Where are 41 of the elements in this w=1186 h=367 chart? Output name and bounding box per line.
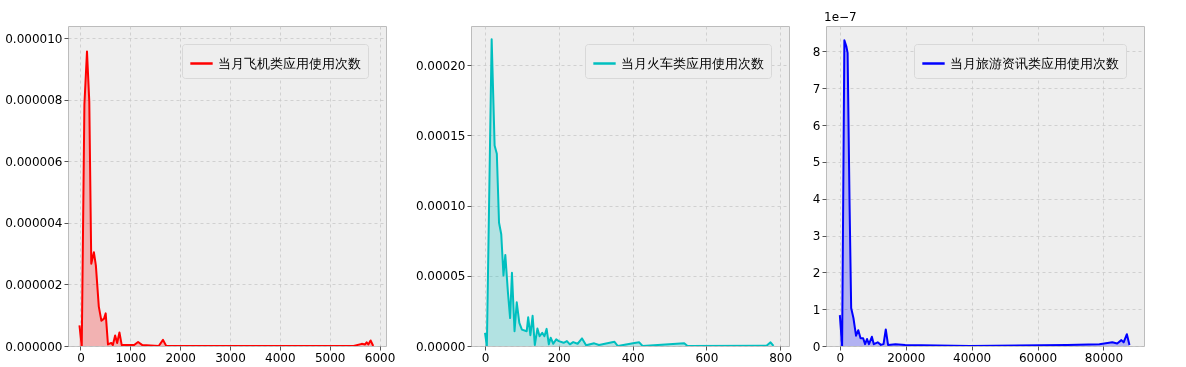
x-tick-label: 80000 [1084, 350, 1124, 365]
y-tick-label: 0.000008 [5, 93, 63, 108]
y-tick-label: 0.00015 [415, 128, 466, 143]
y-tick-label: 0.00020 [415, 58, 466, 73]
text: 1e−7 [824, 10, 857, 24]
x-tick-label: 60000 [1018, 350, 1058, 365]
y-tick-label: 1 [812, 302, 821, 317]
x-tick-label: 1000 [115, 350, 147, 365]
x-tick-label: 5000 [314, 350, 346, 365]
x-tick-label: 6000 [364, 350, 396, 365]
y-tick-label: 4 [812, 192, 821, 207]
x-tick-label: 4000 [265, 350, 296, 365]
y-tick-label: 5 [812, 155, 821, 170]
y-tick-label: 3 [812, 229, 821, 244]
y-tick-label: 0.000004 [5, 216, 63, 231]
x-tick-label: 600 [695, 350, 719, 365]
y-tick-label: 2 [812, 265, 821, 280]
x-tick-label: 0 [77, 350, 85, 365]
y-tick-label: 0.00000 [415, 339, 466, 354]
y-tick-label: 0.000006 [5, 154, 63, 169]
y-tick-label: 0.00010 [415, 199, 466, 214]
x-tick-label: 400 [621, 350, 645, 365]
legend-label: 当月火车类应用使用次数 [621, 55, 764, 71]
x-tick-label: 200 [547, 350, 571, 365]
y-tick-label: 6 [812, 118, 821, 133]
x-tick-label: 40000 [953, 350, 992, 365]
x-tick-label: 0 [481, 350, 490, 365]
y-tick-label: 8 [812, 44, 821, 59]
legend-label: 当月飞机类应用使用次数 [218, 55, 361, 71]
y-tick-label: 0.00005 [415, 269, 466, 284]
y-tick-label: 0.000002 [5, 277, 63, 292]
x-tick-label: 3000 [215, 350, 246, 365]
legend-label: 当月旅游资讯类应用使用次数 [950, 55, 1119, 71]
y-tick-label: 0.000000 [5, 339, 63, 354]
y-tick-label: 0.000010 [5, 31, 63, 46]
y-tick-label: 7 [812, 81, 821, 96]
x-tick-label: 2000 [165, 350, 196, 365]
x-tick-label: 800 [769, 350, 793, 365]
x-tick-label: 20000 [887, 350, 926, 365]
y-tick-label: 0 [812, 339, 821, 354]
x-tick-label: 0 [836, 350, 845, 365]
